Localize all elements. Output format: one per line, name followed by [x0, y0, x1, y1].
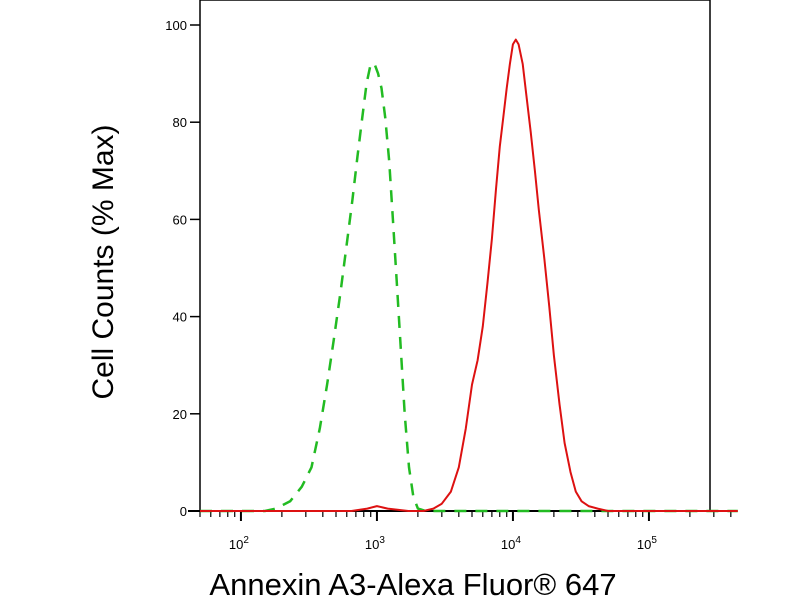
y-tick-label: 60 [173, 212, 187, 227]
plot-area [188, 0, 711, 512]
x-tick-base: 10 [229, 537, 243, 552]
y-tick-label: 20 [173, 407, 187, 422]
x-tick-label: 103 [365, 535, 385, 552]
x-axis-title: Annexin A3-Alexa Fluor® 647 [209, 567, 616, 600]
y-axis-title: Cell Counts (% Max) [87, 124, 120, 399]
series-layer [200, 38, 738, 513]
series-line-2 [200, 38, 738, 512]
series-line-1 [200, 62, 738, 513]
x-tick-base: 10 [501, 537, 515, 552]
x-tick-exponent: 2 [243, 535, 249, 546]
x-tick-base: 10 [637, 537, 651, 552]
plot-frame [199, 0, 711, 512]
y-tick-label: 80 [173, 115, 187, 130]
x-tick-exponent: 5 [651, 535, 657, 546]
x-tick-exponent: 3 [379, 535, 385, 546]
y-axis-ticks: 0 20 40 60 80 100 [165, 18, 200, 519]
y-tick-label: 0 [180, 504, 187, 519]
x-tick-label: 102 [229, 535, 249, 552]
x-tick-exponent: 4 [515, 535, 521, 546]
x-tick-base: 10 [365, 537, 379, 552]
y-tick-label: 100 [165, 18, 187, 33]
x-axis-ticks: 102 103 104 105 [199, 511, 732, 552]
y-tick-label: 40 [173, 310, 187, 325]
x-tick-label: 104 [501, 535, 521, 552]
x-tick-label: 105 [637, 535, 657, 552]
